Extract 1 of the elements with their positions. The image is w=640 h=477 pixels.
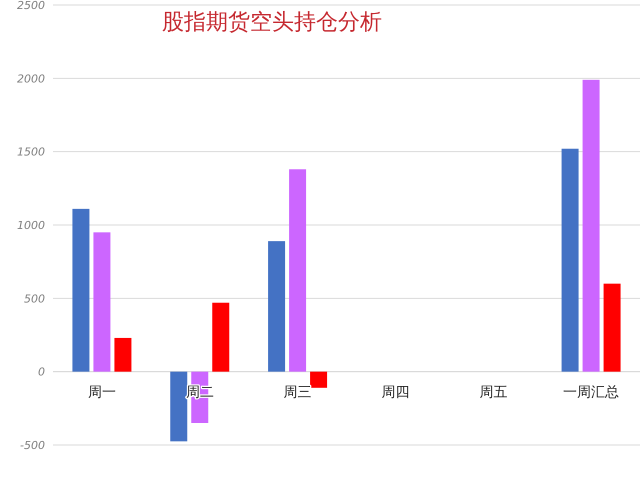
title: 股指期货空头持仓分析 (162, 10, 382, 35)
